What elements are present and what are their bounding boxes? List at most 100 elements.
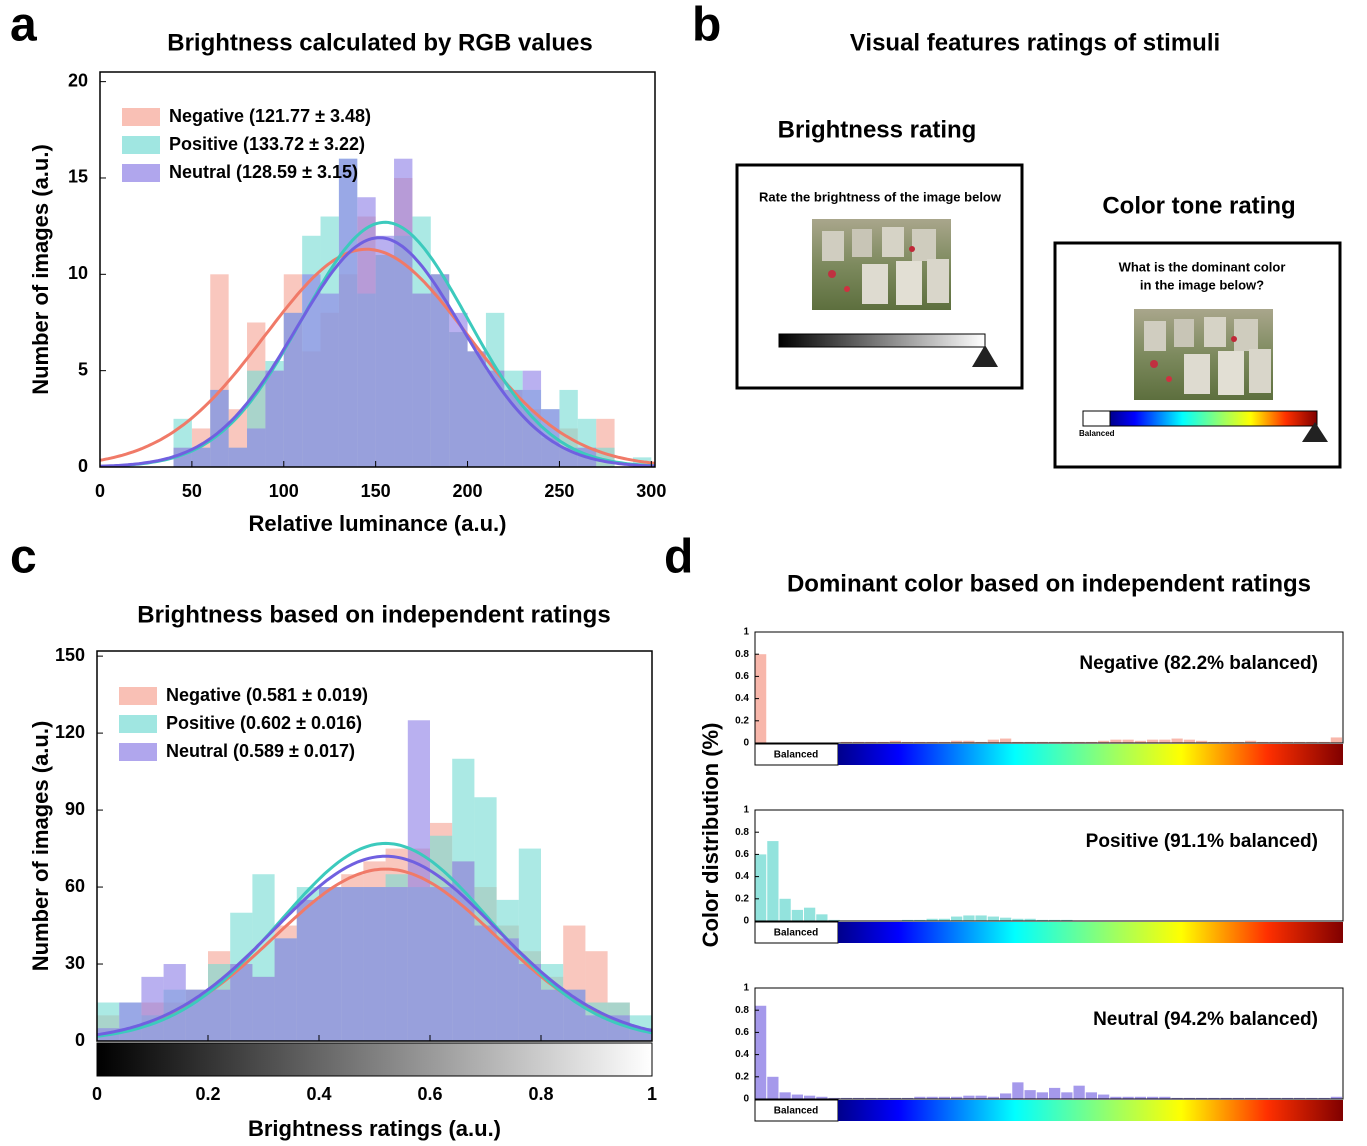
bar	[902, 1097, 914, 1099]
bar	[755, 1005, 767, 1099]
bar	[975, 1095, 987, 1099]
color-tone-title: Color tone rating	[1102, 192, 1295, 219]
brightness-prompt: Rate the brightness of the image below	[759, 189, 1002, 204]
chart-title: Brightness calculated by RGB values	[167, 29, 592, 56]
y-tick-label: 0.2	[735, 893, 749, 904]
bar	[938, 1096, 950, 1099]
bar	[1098, 1094, 1110, 1099]
bar	[1245, 1097, 1257, 1099]
bar	[1000, 1093, 1012, 1099]
histogram-bar	[338, 158, 358, 467]
x-tick-label: 0	[95, 481, 105, 501]
y-axis-label: Number of images (a.u.)	[28, 144, 53, 395]
panel-letter: d	[664, 531, 693, 584]
y-tick-label: 1	[743, 805, 749, 816]
histogram-bar	[394, 158, 413, 467]
x-tick-label: 0.2	[195, 1084, 220, 1104]
bar	[1208, 741, 1220, 743]
y-tick-label: 60	[65, 876, 85, 896]
legend-label: Negative (121.77 ± 3.48)	[169, 106, 371, 126]
bar	[1012, 918, 1024, 921]
bar	[828, 1097, 840, 1099]
chart-title: Brightness based on independent ratings	[137, 601, 610, 628]
bar	[1220, 1097, 1232, 1099]
bar	[1024, 741, 1036, 743]
bar	[1110, 739, 1122, 743]
histogram-bar	[141, 976, 164, 1041]
y-tick-label: 0.8	[735, 1005, 749, 1016]
x-axis-label: Relative luminance (a.u.)	[249, 511, 507, 536]
bar	[1208, 1097, 1220, 1099]
bar	[1122, 1096, 1134, 1099]
bar	[926, 741, 938, 743]
bar	[1196, 740, 1208, 743]
bar	[755, 654, 767, 743]
histogram-bar	[430, 274, 450, 467]
bar	[963, 915, 975, 921]
bar	[767, 1076, 779, 1099]
histogram-bar	[163, 964, 186, 1041]
bar	[865, 741, 877, 743]
bar	[1134, 1096, 1146, 1099]
x-tick-label: 1	[647, 1084, 657, 1104]
bar	[963, 740, 975, 743]
bar	[779, 1092, 791, 1099]
brightness-scale	[778, 333, 986, 348]
bar	[1330, 1096, 1342, 1099]
legend-swatch	[119, 743, 157, 761]
histogram-bar	[247, 428, 266, 467]
bar	[975, 741, 987, 743]
bar	[779, 898, 791, 921]
y-tick-label: 1	[743, 627, 749, 638]
fit-curve	[100, 236, 655, 467]
y-tick-label: 0	[743, 1094, 749, 1105]
bar	[1183, 739, 1195, 743]
legend-swatch	[122, 164, 160, 182]
bar	[1330, 737, 1342, 743]
bar	[853, 741, 865, 743]
histogram-bar	[210, 389, 229, 467]
histogram-bar	[319, 887, 342, 1041]
y-tick-label: 150	[55, 645, 85, 665]
bar	[1306, 1097, 1318, 1099]
fit-curve	[97, 841, 652, 1038]
histogram-bar	[407, 720, 430, 1041]
bar	[951, 1096, 963, 1099]
bar	[840, 741, 852, 743]
stimulus-image	[812, 219, 951, 310]
y-tick-label: 0.8	[735, 649, 749, 660]
x-tick-label: 50	[182, 481, 202, 501]
bar	[1257, 741, 1269, 743]
color-strip	[838, 922, 1343, 943]
bar	[987, 1096, 999, 1099]
histogram-bar	[449, 312, 468, 467]
histogram-bar	[412, 293, 431, 467]
slider	[972, 345, 998, 367]
bar	[1024, 1090, 1036, 1099]
bar	[1036, 919, 1048, 921]
y-tick-label: 0.4	[735, 871, 749, 882]
panel-letter: b	[692, 0, 721, 52]
brightness-title: Brightness rating	[778, 116, 977, 143]
bar	[987, 739, 999, 743]
y-tick-label: 0.2	[735, 715, 749, 726]
histogram-bar	[302, 274, 321, 467]
histogram-bar	[522, 370, 542, 467]
y-tick-label: 0	[743, 916, 749, 927]
bar	[1134, 740, 1146, 743]
y-tick-label: 20	[68, 70, 88, 90]
bar	[1073, 1085, 1085, 1099]
bar	[926, 1096, 938, 1099]
bar	[1049, 919, 1061, 921]
x-tick-label: 300	[636, 481, 666, 501]
bar	[816, 1096, 828, 1099]
balanced-label: Balanced	[1079, 429, 1115, 438]
bar	[1183, 1097, 1195, 1099]
y-tick-label: 0	[78, 456, 88, 476]
bar	[853, 1097, 865, 1099]
diagram: Visual features ratings of stimuli Brigh…	[735, 29, 1342, 469]
bar	[877, 1097, 889, 1099]
bar	[1318, 1097, 1330, 1099]
histogram-bar	[274, 938, 297, 1041]
bar	[1232, 1097, 1244, 1099]
